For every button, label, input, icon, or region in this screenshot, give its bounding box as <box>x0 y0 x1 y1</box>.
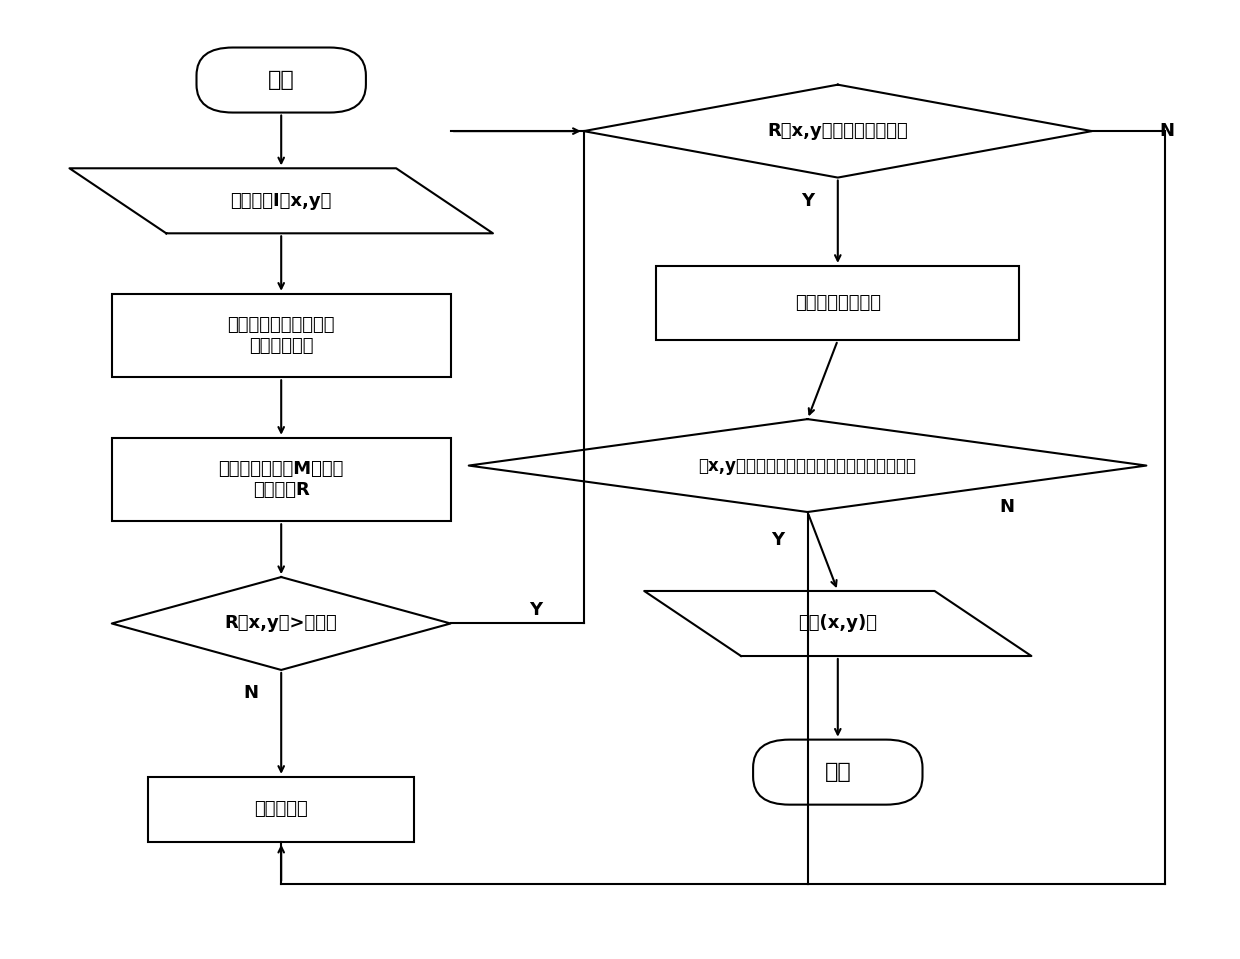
Text: （x,y）点的拉普拉斯响应是否是局部极大值？: （x,y）点的拉普拉斯响应是否是局部极大值？ <box>698 456 916 475</box>
Polygon shape <box>112 577 450 670</box>
FancyBboxPatch shape <box>656 266 1019 340</box>
Text: N: N <box>999 499 1014 516</box>
Polygon shape <box>645 591 1032 656</box>
Text: R（x,y）是局部极大值？: R（x,y）是局部极大值？ <box>768 122 908 140</box>
FancyBboxPatch shape <box>148 777 414 842</box>
Polygon shape <box>69 168 494 233</box>
Text: N: N <box>243 684 258 702</box>
Text: 计算自相关矩阵M和角点
响应函数R: 计算自相关矩阵M和角点 响应函数R <box>218 460 343 499</box>
Text: N: N <box>1159 122 1174 140</box>
Text: 输出(x,y)点: 输出(x,y)点 <box>799 615 878 633</box>
Text: R（x,y）>阈值？: R（x,y）>阈值？ <box>224 615 337 633</box>
Text: Y: Y <box>771 531 784 549</box>
Text: 输入图像I（x,y）: 输入图像I（x,y） <box>231 192 332 210</box>
Text: 结束: 结束 <box>825 762 851 783</box>
Text: 计算拉普拉斯响应: 计算拉普拉斯响应 <box>795 294 880 312</box>
Text: Y: Y <box>801 192 815 210</box>
Text: 计算图像的梯度分量，
定义窗口函数: 计算图像的梯度分量， 定义窗口函数 <box>227 316 335 355</box>
Polygon shape <box>469 419 1146 512</box>
Text: 选择下一点: 选择下一点 <box>254 801 308 818</box>
FancyBboxPatch shape <box>196 48 366 112</box>
Polygon shape <box>584 84 1092 177</box>
Text: Y: Y <box>528 600 542 619</box>
FancyBboxPatch shape <box>753 739 923 805</box>
FancyBboxPatch shape <box>112 293 450 377</box>
Text: 开始: 开始 <box>268 70 295 90</box>
FancyBboxPatch shape <box>112 437 450 522</box>
